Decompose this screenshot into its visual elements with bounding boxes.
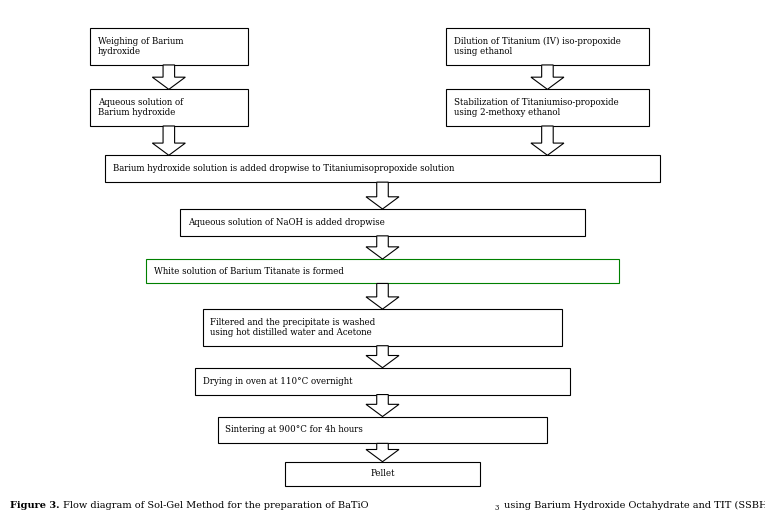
Text: Figure 3.: Figure 3. [10,501,60,510]
Bar [105,155,660,182]
Bar [446,89,649,126]
Polygon shape [366,444,399,462]
Text: 3: 3 [495,504,500,512]
Bar [146,259,619,284]
Polygon shape [152,126,185,155]
Text: using Barium Hydroxide Octahydrate and TIT (SSBH@900).: using Barium Hydroxide Octahydrate and T… [501,501,765,510]
Text: Aqueous solution of
Barium hydroxide: Aqueous solution of Barium hydroxide [98,98,183,117]
Text: Pellet: Pellet [370,469,395,479]
Text: White solution of Barium Titanate is formed: White solution of Barium Titanate is for… [154,267,343,276]
Text: Filtered and the precipitate is washed
using hot distilled water and Acetone: Filtered and the precipitate is washed u… [210,318,376,337]
Bar [195,368,570,395]
Text: Weighing of Barium
hydroxide: Weighing of Barium hydroxide [98,37,183,57]
Text: Drying in oven at 110°C overnight: Drying in oven at 110°C overnight [203,377,352,386]
Polygon shape [152,65,185,89]
Text: Flow diagram of Sol-Gel Method for the preparation of BaTiO: Flow diagram of Sol-Gel Method for the p… [63,501,368,510]
Bar [90,28,248,65]
Bar [180,209,585,236]
Text: Dilution of Titanium (IV) iso-propoxide
using ethanol: Dilution of Titanium (IV) iso-propoxide … [454,37,620,57]
Text: Aqueous solution of NaOH is added dropwise: Aqueous solution of NaOH is added dropwi… [187,218,385,227]
Polygon shape [366,284,399,309]
Bar [217,416,548,444]
Bar [203,309,562,346]
Bar [285,462,480,486]
Polygon shape [366,236,399,259]
Polygon shape [366,395,399,416]
Polygon shape [366,182,399,209]
Text: Barium hydroxide solution is added dropwise to Titaniumisopropoxide solution: Barium hydroxide solution is added dropw… [112,164,454,173]
Polygon shape [366,346,399,368]
Bar [90,89,248,126]
Text: Stabilization of Titaniumiso-propoxide
using 2-methoxy ethanol: Stabilization of Titaniumiso-propoxide u… [454,98,618,117]
Bar [446,28,649,65]
Polygon shape [531,65,564,89]
Text: Sintering at 900°C for 4h hours: Sintering at 900°C for 4h hours [225,426,363,434]
Polygon shape [531,126,564,155]
